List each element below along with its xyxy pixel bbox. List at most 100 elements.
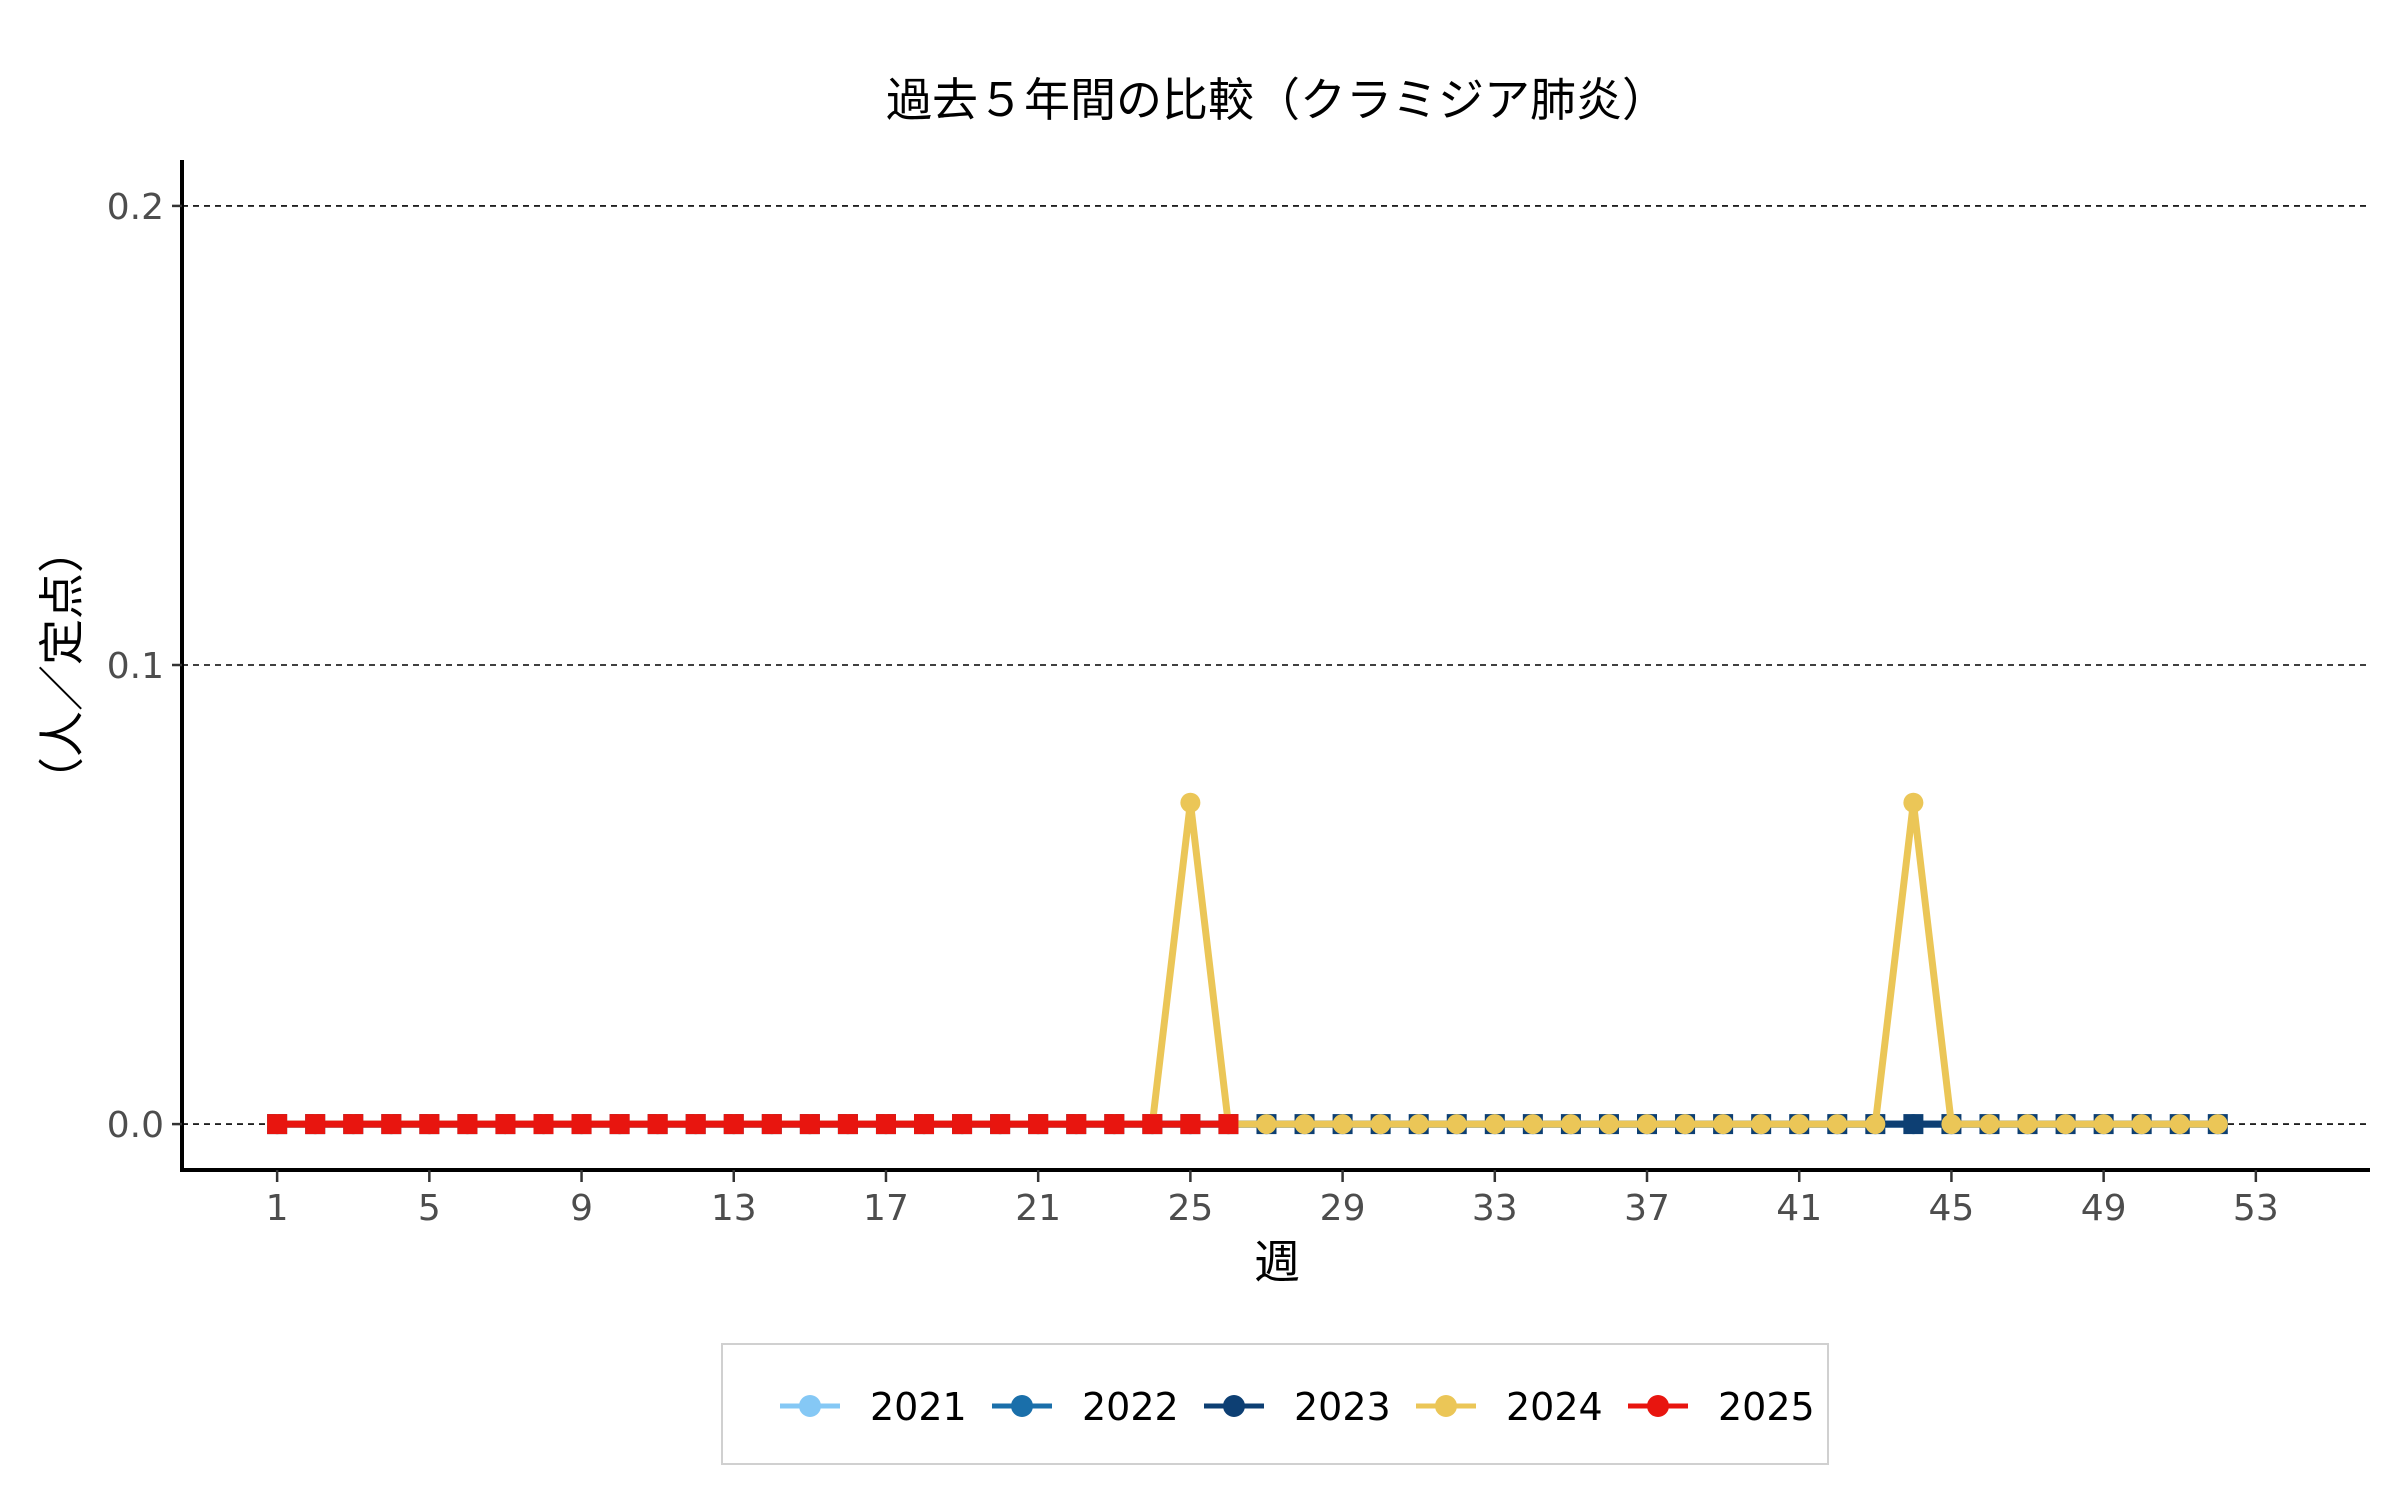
- data-point: [1028, 1114, 1049, 1135]
- data-point: [1637, 1114, 1658, 1135]
- data-point: [305, 1114, 326, 1135]
- legend-marker: [1011, 1395, 1033, 1417]
- x-tick-label: 53: [2233, 1188, 2279, 1229]
- legend-marker: [799, 1395, 821, 1417]
- data-point: [1484, 1114, 1505, 1135]
- data-point: [1827, 1114, 1848, 1135]
- series-2024: [267, 792, 2228, 1135]
- data-point: [952, 1114, 973, 1135]
- legend-item-2023: 2023: [1204, 1385, 1391, 1429]
- x-tick-label: 29: [1320, 1188, 1366, 1229]
- data-point: [1180, 1114, 1201, 1135]
- data-point: [1675, 1114, 1696, 1135]
- data-point: [685, 1114, 706, 1135]
- data-point: [990, 1114, 1011, 1135]
- legend-label: 2024: [1506, 1385, 1603, 1429]
- data-point: [457, 1114, 478, 1135]
- legend-item-2022: 2022: [992, 1385, 1179, 1429]
- x-tick-label: 17: [863, 1188, 909, 1229]
- data-point: [1218, 1114, 1239, 1135]
- data-point: [723, 1114, 744, 1135]
- data-point: [647, 1114, 668, 1135]
- x-tick-label: 9: [570, 1188, 593, 1229]
- data-point: [1332, 1114, 1353, 1135]
- data-point: [2017, 1114, 2038, 1135]
- x-tick-label: 49: [2081, 1188, 2127, 1229]
- series-lines: [267, 792, 2228, 1135]
- legend-item-2024: 2024: [1416, 1385, 1603, 1429]
- legend: 2021 2022 2023 2024 2025: [721, 1343, 1829, 1465]
- data-point: [914, 1114, 935, 1135]
- data-point: [495, 1114, 516, 1135]
- x-axis-ticks: 1 5 9 13 17 21 25 29 33 37 41 45 49 53: [266, 1170, 2279, 1229]
- data-point: [381, 1114, 402, 1135]
- x-tick-label: 1: [266, 1188, 289, 1229]
- data-point: [1180, 792, 1201, 813]
- data-point: [1104, 1114, 1125, 1135]
- data-point: [267, 1114, 288, 1135]
- x-tick-label: 13: [711, 1188, 757, 1229]
- y-tick-label: 0.0: [107, 1105, 164, 1146]
- data-point: [343, 1114, 364, 1135]
- data-point: [2207, 1114, 2228, 1135]
- legend-item-2025: 2025: [1628, 1385, 1815, 1429]
- data-point: [1598, 1114, 1619, 1135]
- data-point: [1522, 1114, 1543, 1135]
- y-tick-label: 0.1: [107, 646, 164, 687]
- data-point: [2131, 1114, 2152, 1135]
- data-point: [875, 1114, 896, 1135]
- data-point: [2093, 1114, 2114, 1135]
- data-point: [533, 1114, 554, 1135]
- x-tick-label: 33: [1472, 1188, 1518, 1229]
- chart-title: 過去５年間の比較（クラミジア肺炎）: [886, 73, 1668, 127]
- data-point: [1408, 1114, 1429, 1135]
- x-tick-label: 41: [1776, 1188, 1822, 1229]
- data-point: [571, 1114, 592, 1135]
- x-tick-label: 25: [1167, 1188, 1213, 1229]
- data-point: [1256, 1114, 1277, 1135]
- legend-item-2021: 2021: [780, 1385, 967, 1429]
- data-point: [1903, 1114, 1924, 1135]
- legend-label: 2022: [1082, 1385, 1179, 1429]
- y-axis-title: （人／定点）: [35, 527, 89, 803]
- data-point: [419, 1114, 440, 1135]
- data-point: [799, 1114, 820, 1135]
- x-tick-label: 5: [418, 1188, 441, 1229]
- data-point: [2169, 1114, 2190, 1135]
- data-point: [1294, 1114, 1315, 1135]
- legend-items: 2021 2022 2023 2024 2025: [780, 1385, 1815, 1429]
- legend-label: 2021: [870, 1385, 967, 1429]
- legend-label: 2025: [1718, 1385, 1815, 1429]
- x-axis-title: 週: [1254, 1235, 1300, 1289]
- data-point: [761, 1114, 782, 1135]
- data-point: [1142, 1114, 1163, 1135]
- legend-marker: [1435, 1395, 1457, 1417]
- data-point: [1713, 1114, 1734, 1135]
- x-tick-label: 45: [1929, 1188, 1975, 1229]
- data-point: [1446, 1114, 1467, 1135]
- legend-marker: [1223, 1395, 1245, 1417]
- data-point: [1979, 1114, 2000, 1135]
- series-2025: [267, 1114, 1239, 1135]
- data-point: [1560, 1114, 1581, 1135]
- legend-label: 2023: [1294, 1385, 1391, 1429]
- legend-marker: [1647, 1395, 1669, 1417]
- data-point: [1066, 1114, 1087, 1135]
- data-point: [609, 1114, 630, 1135]
- grid-lines: [182, 205, 2370, 1125]
- data-point: [1941, 1114, 1962, 1135]
- data-point: [1370, 1114, 1391, 1135]
- data-point: [1789, 1114, 1810, 1135]
- data-point: [1751, 1114, 1772, 1135]
- x-tick-label: 21: [1015, 1188, 1061, 1229]
- y-axis-ticks: 0.0 0.1 0.2: [107, 187, 182, 1146]
- data-point: [1865, 1114, 1886, 1135]
- data-point: [2055, 1114, 2076, 1135]
- y-tick-label: 0.2: [107, 187, 164, 228]
- x-tick-label: 37: [1624, 1188, 1670, 1229]
- data-point: [837, 1114, 858, 1135]
- series-line-2024: [273, 799, 2222, 1128]
- data-point: [1903, 792, 1924, 813]
